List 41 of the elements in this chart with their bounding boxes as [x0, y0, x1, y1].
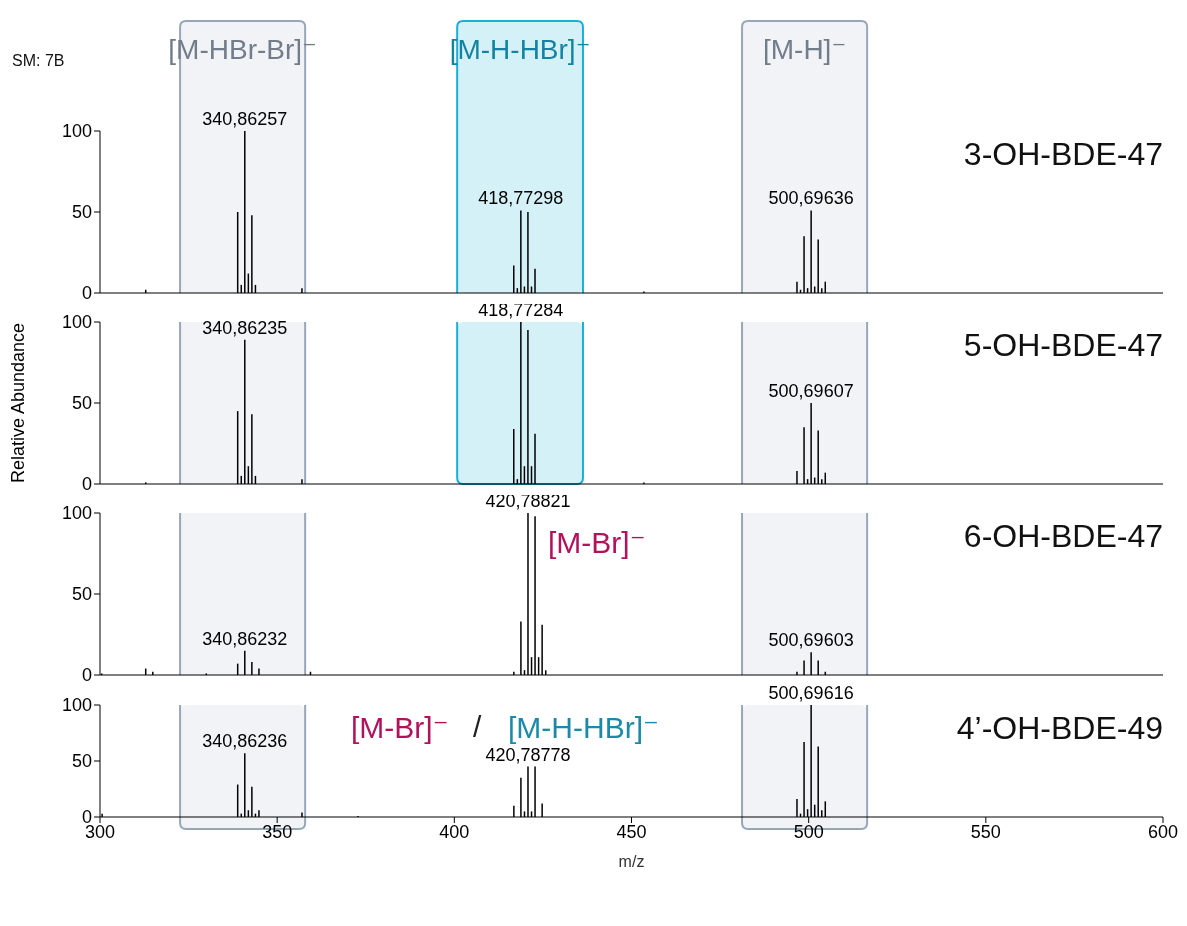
- y-tick-label: 50: [71, 393, 92, 414]
- chart-title: 3-OH-BDE-47: [963, 136, 1163, 173]
- text: SM: 7B: [12, 52, 65, 70]
- y-tick-label: 100: [61, 121, 92, 142]
- annotation: [M-Br]⁻: [351, 710, 449, 745]
- x-tick-label: 350: [262, 821, 293, 842]
- annotation: 340,86232: [202, 628, 288, 649]
- chart-title: 4’-OH-BDE-49: [956, 710, 1163, 747]
- annotation: 500,69636: [768, 188, 854, 209]
- annotation: 340,86236: [202, 731, 288, 752]
- y-tick-label: 0: [81, 474, 92, 495]
- chart-title: 6-OH-BDE-47: [963, 518, 1163, 555]
- annotation: 420,78778: [485, 744, 571, 765]
- y-tick-label: 100: [61, 503, 92, 524]
- annotation: /: [473, 710, 482, 744]
- y-tick-label: 50: [71, 751, 92, 772]
- y-tick-label: 100: [61, 312, 92, 333]
- x-tick-label: 500: [793, 821, 824, 842]
- y-tick-label: 0: [81, 283, 92, 304]
- annotation: 340,86257: [202, 109, 288, 129]
- annotation: 340,86235: [202, 317, 288, 338]
- annotation: 418,77284: [478, 300, 564, 320]
- annotation: 500,69616: [768, 683, 854, 703]
- annotation: [M-H-HBr]⁻: [508, 710, 659, 745]
- annotation: 500,69607: [768, 381, 854, 401]
- annotation: [M-Br]⁻: [548, 525, 646, 560]
- x-tick-label: 400: [439, 821, 470, 842]
- band-label: [M-H]⁻: [762, 34, 847, 65]
- annotation: 500,69603: [768, 630, 854, 651]
- annotation: 420,78821: [485, 491, 571, 511]
- y-tick-label: 0: [81, 665, 92, 686]
- y-tick-label: 50: [71, 584, 92, 605]
- annotation: 418,77298: [478, 188, 564, 209]
- y-tick-label: 100: [61, 695, 92, 716]
- x-tick-label: 600: [1147, 821, 1179, 842]
- x-axis-title: m/z: [618, 853, 645, 870]
- x-tick-label: 450: [616, 821, 647, 842]
- chart-title: 5-OH-BDE-47: [963, 327, 1163, 364]
- x-tick-label: 550: [970, 821, 1001, 842]
- y-axis-title: Relative Abundance: [8, 322, 29, 484]
- y-tick-label: 50: [71, 202, 92, 223]
